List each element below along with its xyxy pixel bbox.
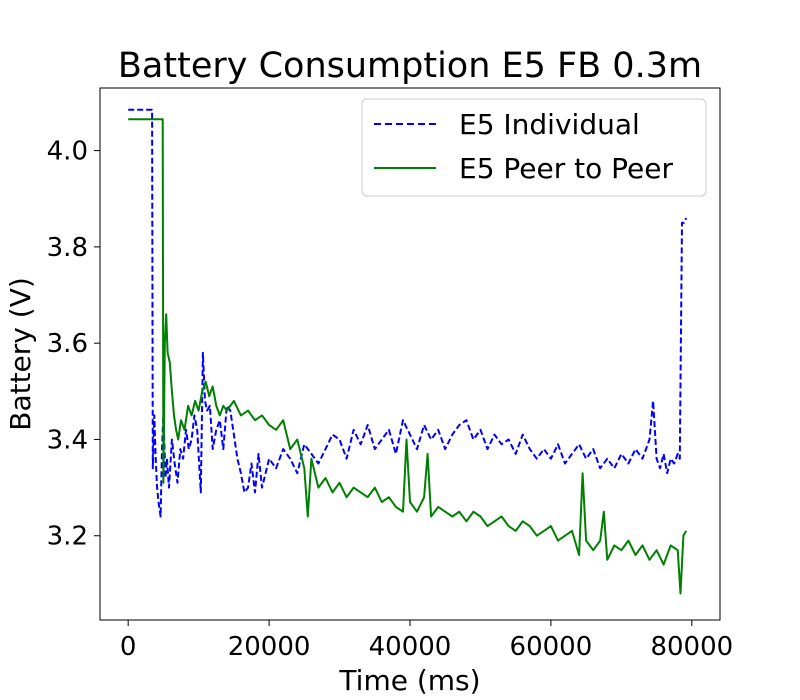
x-tick-label: 80000 xyxy=(650,632,733,662)
x-tick-label: 20000 xyxy=(228,632,311,662)
series-line-peer-to-peer xyxy=(128,118,688,595)
legend-label-peer: E5 Peer to Peer xyxy=(459,152,674,185)
series-layer xyxy=(128,108,688,595)
y-tick-label: 3.4 xyxy=(47,425,88,455)
y-axis-label: Battery (V) xyxy=(4,277,37,431)
y-tick-label: 3.8 xyxy=(47,233,88,263)
y-tick-label: 4.0 xyxy=(47,137,88,167)
y-tick-label: 3.2 xyxy=(47,522,88,552)
legend-label-individual: E5 Individual xyxy=(459,108,640,141)
chart-title: Battery Consumption E5 FB 0.3m xyxy=(118,46,702,86)
x-tick-label: 40000 xyxy=(369,632,452,662)
x-tick-label: 60000 xyxy=(510,632,593,662)
series-line-individual xyxy=(128,108,688,518)
x-axis-label: Time (ms) xyxy=(338,664,480,697)
x-tick-label: 0 xyxy=(120,632,137,662)
x-axis: 0 20000 40000 60000 80000 xyxy=(120,620,733,662)
y-axis: 3.2 3.4 3.6 3.8 4.0 xyxy=(47,137,100,552)
y-tick-label: 3.6 xyxy=(47,329,88,359)
legend-box xyxy=(361,98,707,197)
legend: E5 Individual E5 Peer to Peer xyxy=(361,98,707,197)
